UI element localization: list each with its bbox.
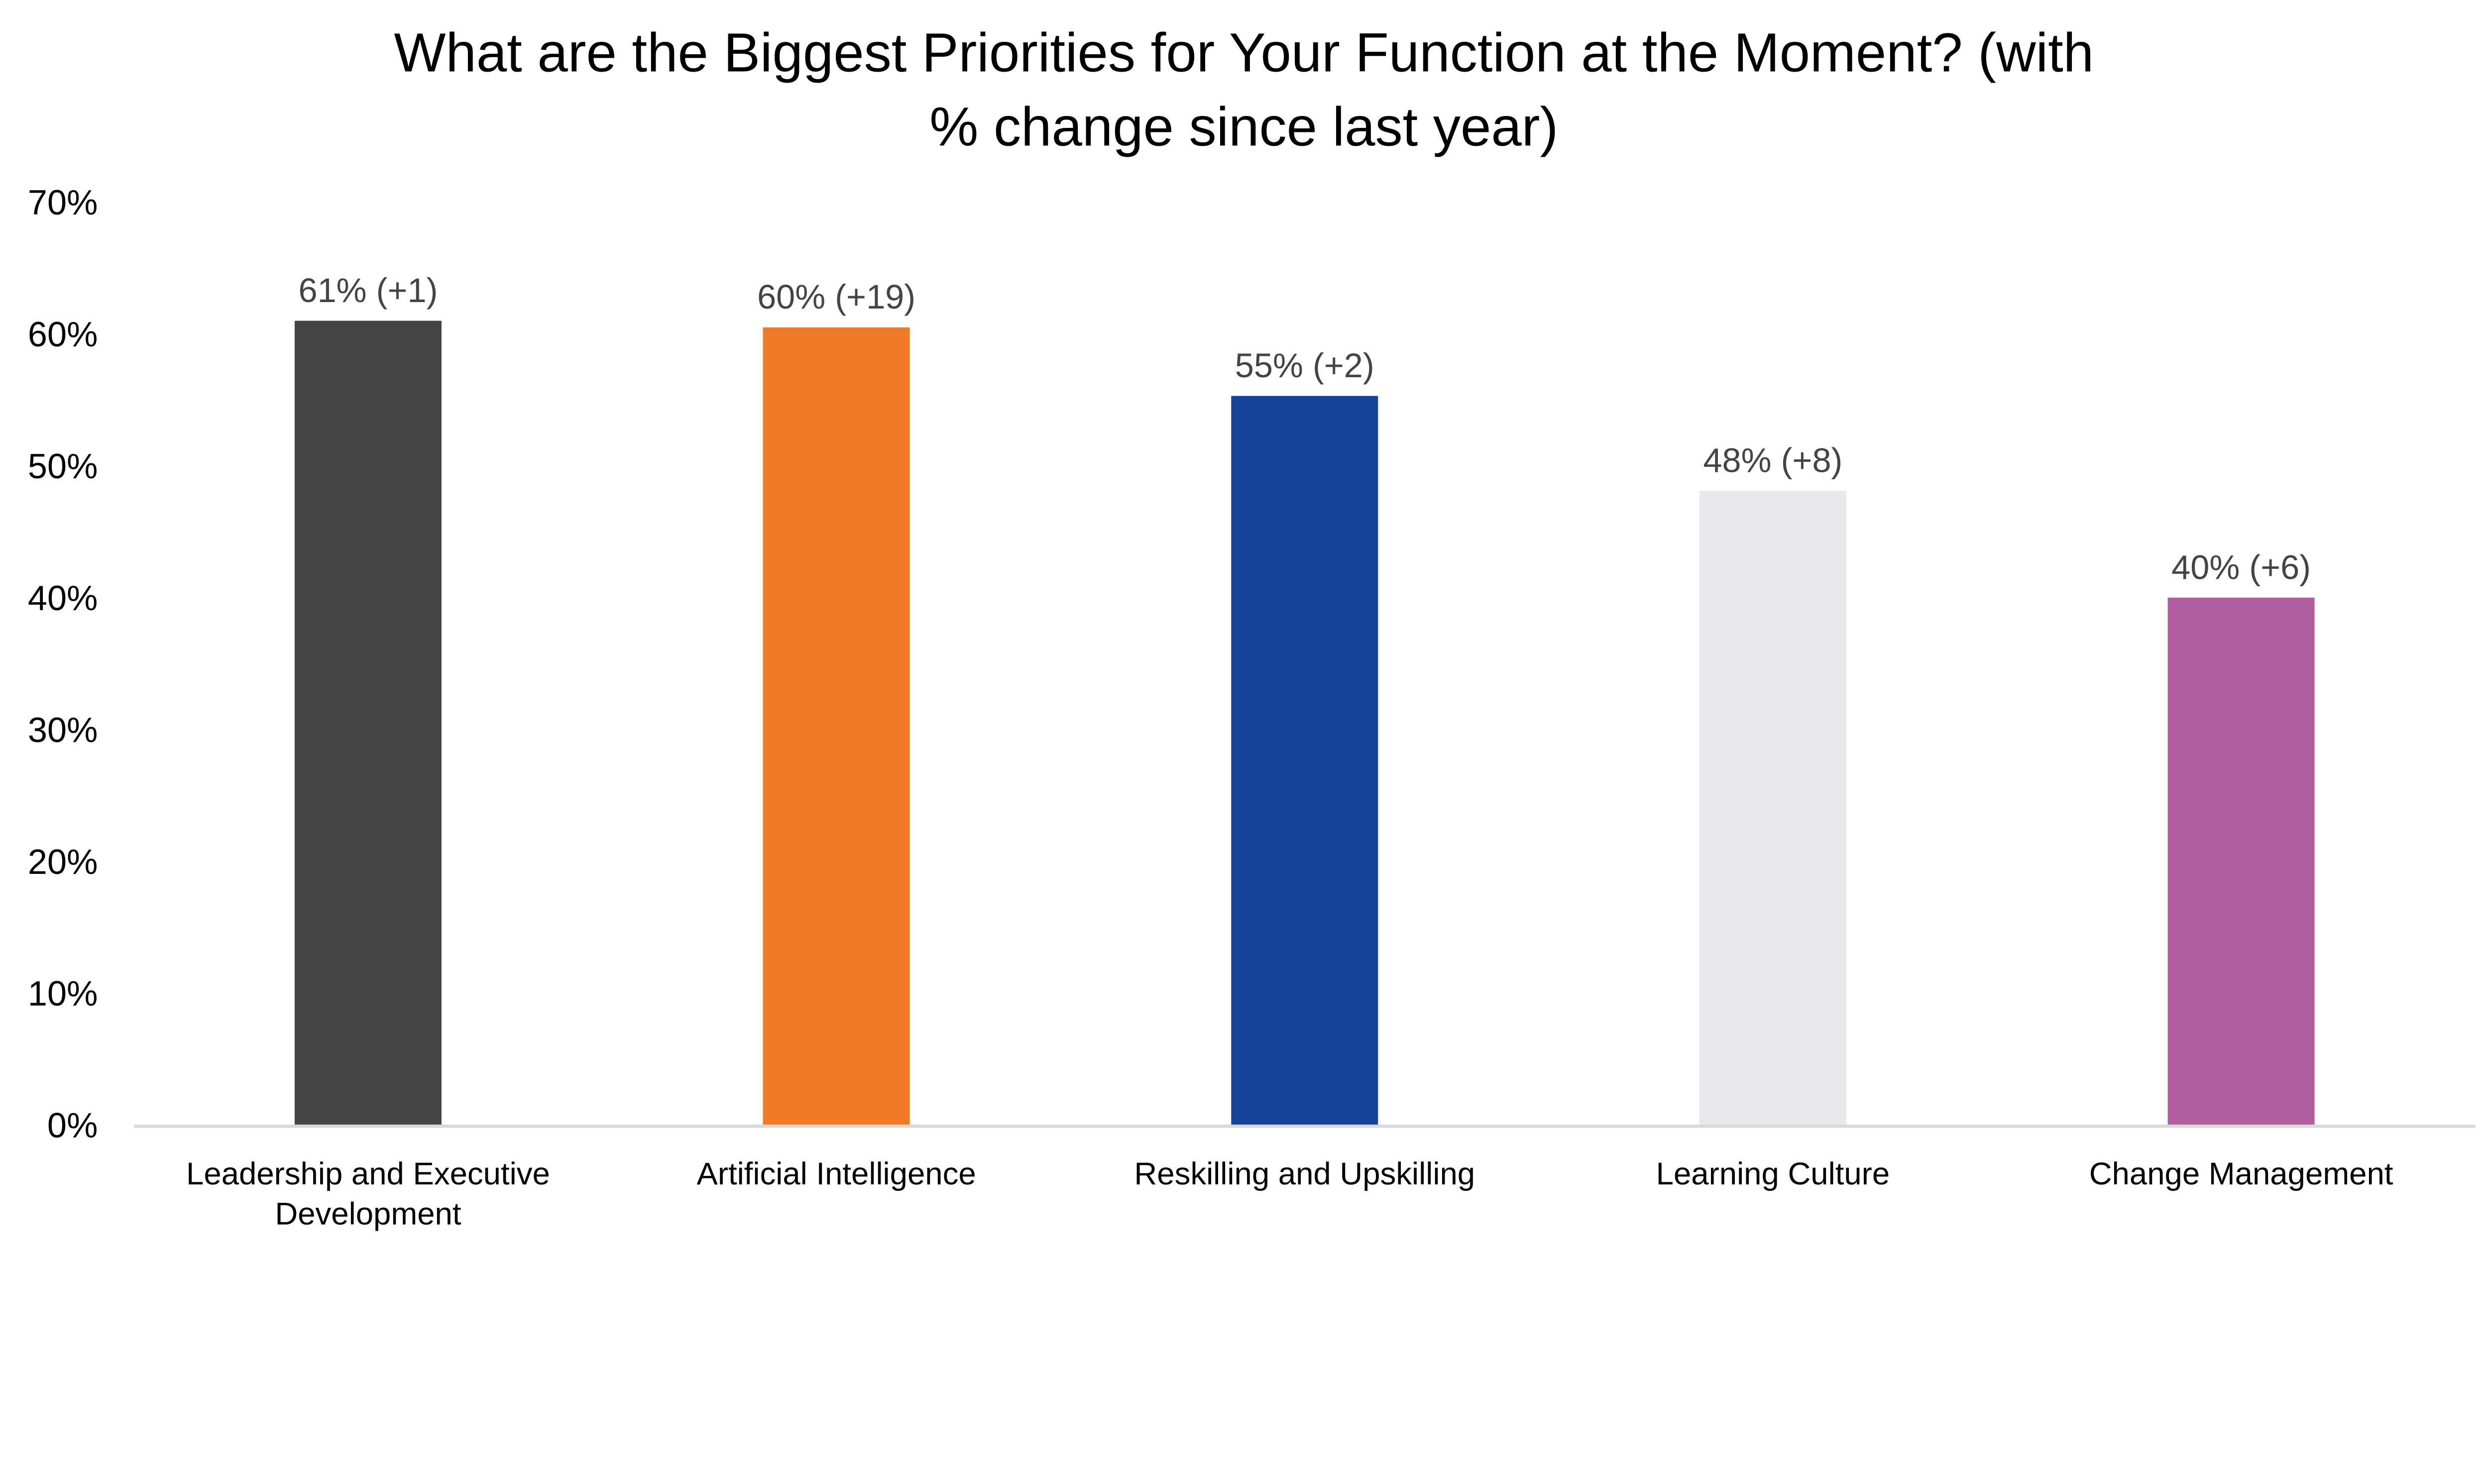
bar <box>294 320 442 1125</box>
bar <box>1699 491 1846 1125</box>
data-label: 40% (+6) <box>2171 548 2311 586</box>
x-tick-label: Change Management <box>2089 1157 2393 1191</box>
bar <box>763 327 910 1125</box>
x-tick-label: Artificial Intelligence <box>697 1157 976 1191</box>
y-tick-label: 0% <box>47 1106 98 1145</box>
bars: 61% (+1) 60% (+19) 55% (+2) 48% (+8) 40% (+6… <box>294 271 2315 1125</box>
y-tick-label: 50% <box>28 446 98 486</box>
y-tick-label: 20% <box>28 842 98 881</box>
data-label: 61% (+1) <box>298 271 438 310</box>
data-label: 48% (+8) <box>1703 441 1842 480</box>
x-tick-label: Learning Culture <box>1656 1157 1890 1191</box>
y-tick-label: 30% <box>28 710 98 749</box>
bar-chart: What are the Biggest Priorities for Your… <box>28 22 2476 1231</box>
chart-title-line-1: What are the Biggest Priorities for Your… <box>394 22 2094 84</box>
x-tick-label: Leadership and Executive <box>186 1157 550 1191</box>
y-tick-label: 60% <box>28 315 98 354</box>
y-axis: 0% 10% 20% 30% 40% 50% 60% 70% <box>28 183 98 1145</box>
y-tick-label: 40% <box>28 578 98 618</box>
x-axis: Leadership and Executive Development Artif… <box>186 1157 2393 1231</box>
bar <box>2167 597 2315 1125</box>
bar <box>1231 396 1378 1125</box>
y-tick-label: 10% <box>28 974 98 1013</box>
x-tick-label: Reskilling and Upskilling <box>1134 1157 1475 1191</box>
x-tick-label: Development <box>275 1196 461 1231</box>
chart-title-line-2: % change since last year) <box>929 96 1558 157</box>
data-label: 55% (+2) <box>1235 346 1374 385</box>
y-tick-label: 70% <box>28 183 98 222</box>
data-label: 60% (+19) <box>757 278 915 316</box>
